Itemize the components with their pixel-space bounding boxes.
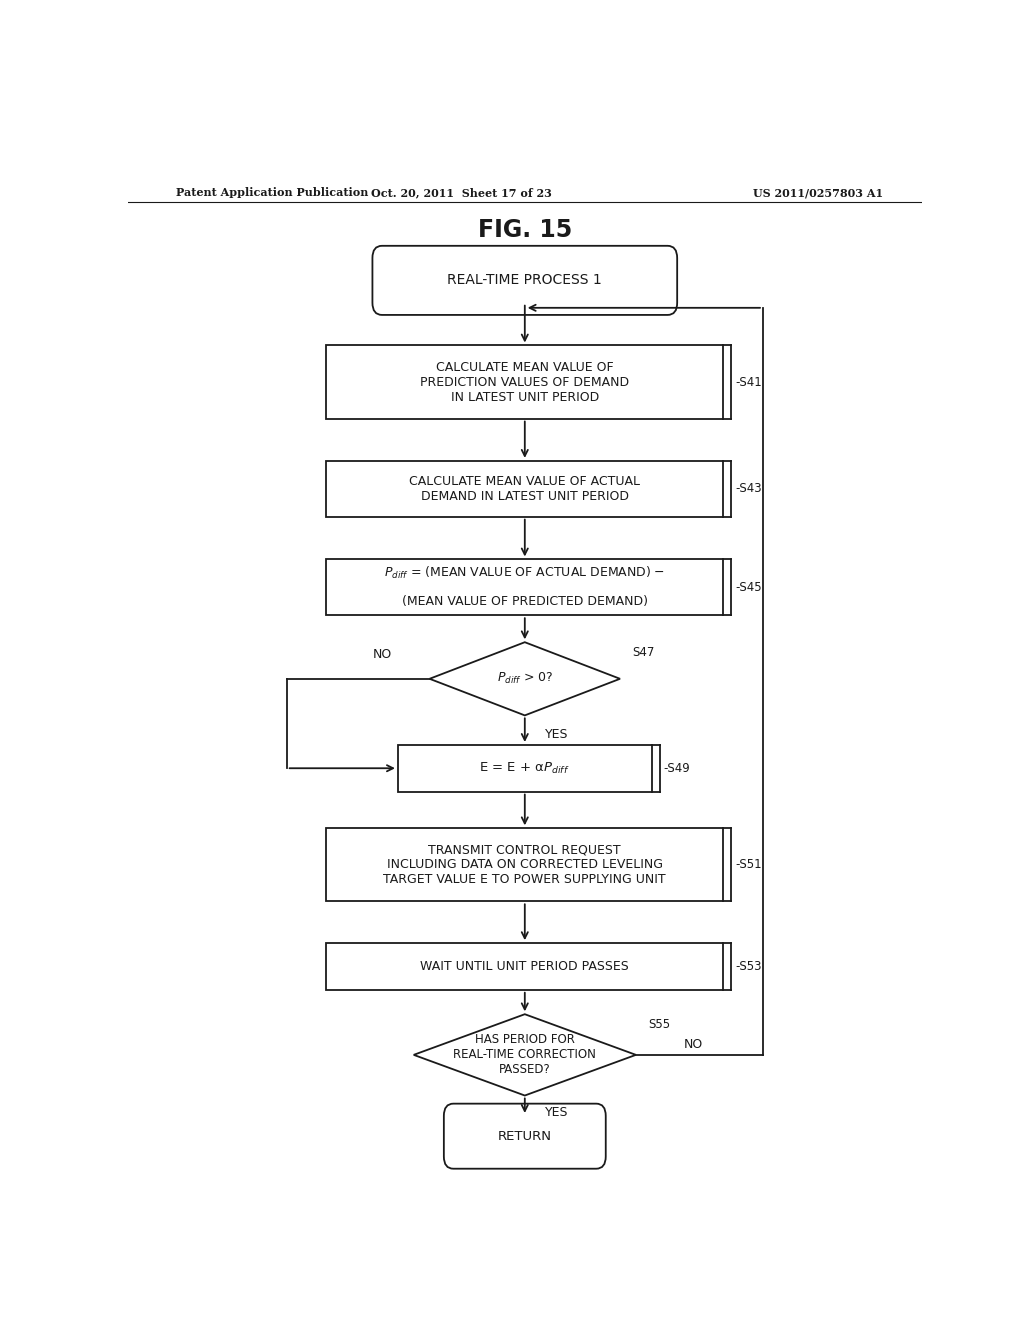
FancyBboxPatch shape xyxy=(443,1104,606,1168)
Polygon shape xyxy=(430,643,620,715)
Text: FIG. 15: FIG. 15 xyxy=(477,218,572,242)
Text: -S53: -S53 xyxy=(735,960,762,973)
Text: NO: NO xyxy=(373,648,391,660)
Bar xyxy=(327,461,723,516)
Text: CALCULATE MEAN VALUE OF
PREDICTION VALUES OF DEMAND
IN LATEST UNIT PERIOD: CALCULATE MEAN VALUE OF PREDICTION VALUE… xyxy=(420,360,630,404)
Text: NO: NO xyxy=(684,1039,702,1051)
FancyBboxPatch shape xyxy=(373,246,677,315)
Bar xyxy=(327,828,723,902)
Text: $P_{diff}$ > 0?: $P_{diff}$ > 0? xyxy=(497,672,553,686)
Text: HAS PERIOD FOR
REAL-TIME CORRECTION
PASSED?: HAS PERIOD FOR REAL-TIME CORRECTION PASS… xyxy=(454,1034,596,1076)
Text: S47: S47 xyxy=(632,645,654,659)
Text: Oct. 20, 2011  Sheet 17 of 23: Oct. 20, 2011 Sheet 17 of 23 xyxy=(371,187,552,198)
Text: WAIT UNTIL UNIT PERIOD PASSES: WAIT UNTIL UNIT PERIOD PASSES xyxy=(421,960,629,973)
Bar xyxy=(327,346,723,418)
Text: RETURN: RETURN xyxy=(498,1130,552,1143)
Text: -S49: -S49 xyxy=(664,762,690,775)
Text: REAL-TIME PROCESS 1: REAL-TIME PROCESS 1 xyxy=(447,273,602,288)
Text: -S45: -S45 xyxy=(735,581,762,594)
Text: TRANSMIT CONTROL REQUEST
INCLUDING DATA ON CORRECTED LEVELING
TARGET VALUE E TO : TRANSMIT CONTROL REQUEST INCLUDING DATA … xyxy=(383,843,667,886)
Polygon shape xyxy=(414,1014,636,1096)
Text: US 2011/0257803 A1: US 2011/0257803 A1 xyxy=(754,187,884,198)
Text: $P_{diff}$ = (MEAN VALUE OF ACTUAL DEMAND) −: $P_{diff}$ = (MEAN VALUE OF ACTUAL DEMAN… xyxy=(384,565,666,581)
Text: S55: S55 xyxy=(648,1018,670,1031)
Bar xyxy=(327,560,723,615)
Bar xyxy=(397,744,651,792)
Text: CALCULATE MEAN VALUE OF ACTUAL
DEMAND IN LATEST UNIT PERIOD: CALCULATE MEAN VALUE OF ACTUAL DEMAND IN… xyxy=(410,475,640,503)
Text: (MEAN VALUE OF PREDICTED DEMAND): (MEAN VALUE OF PREDICTED DEMAND) xyxy=(401,595,648,609)
Text: -S43: -S43 xyxy=(735,482,762,495)
Text: YES: YES xyxy=(545,727,568,741)
Text: E = E + α$P_{diff}$: E = E + α$P_{diff}$ xyxy=(479,760,570,776)
Text: -S41: -S41 xyxy=(735,375,762,388)
Text: Patent Application Publication: Patent Application Publication xyxy=(176,187,368,198)
Text: -S51: -S51 xyxy=(735,858,762,871)
Text: YES: YES xyxy=(545,1106,568,1118)
Bar xyxy=(327,942,723,990)
